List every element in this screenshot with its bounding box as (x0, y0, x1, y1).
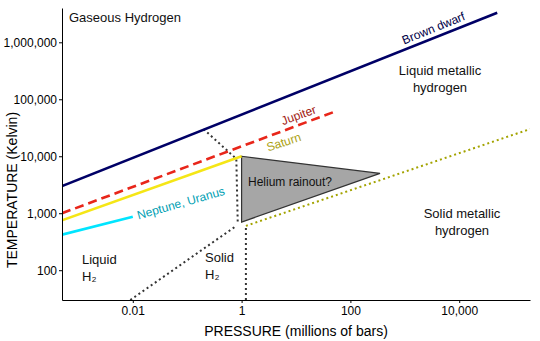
x-tick: 0.01 (122, 300, 146, 318)
x-tick-label: 10,000 (441, 304, 478, 318)
x-tick-label: 100 (341, 304, 361, 318)
y-tick: 100,000 (14, 93, 62, 107)
phase-boundary-line (204, 129, 238, 224)
series-label: Helium rainout? (248, 175, 332, 189)
y-tick-label: 100,000 (14, 93, 58, 107)
region-label: hydrogen (413, 80, 467, 95)
region-label: Solid (205, 250, 234, 265)
region-label: H₂ (205, 267, 219, 282)
region-label: Gaseous Hydrogen (69, 10, 181, 25)
annotations: Gaseous Hydrogen Liquid metallic hydrogen L… (69, 10, 501, 284)
region-label: Liquid (82, 252, 117, 267)
phase-boundary-line (245, 226, 247, 300)
x-tick: 100 (341, 300, 361, 318)
x-axis-line (63, 300, 531, 301)
series-label: Neptune, Uranus (135, 184, 226, 222)
phase-boundary-line (246, 129, 530, 226)
y-axis-line (62, 9, 63, 301)
y-axis-title: TEMPERATURE (Kelvin) (4, 112, 20, 268)
series-label: Brown dwarf (400, 9, 468, 47)
y-axis: 100 1,000 10,000 100,000 1,000,000 (4, 9, 63, 301)
region-label: H₂ (82, 269, 96, 284)
x-axis-title: PRESSURE (millions of bars) (204, 323, 388, 339)
x-tick: 10,000 (441, 300, 478, 318)
region-label: hydrogen (435, 223, 489, 238)
y-tick: 1,000 (27, 207, 62, 221)
y-tick-label: 1,000,000 (4, 36, 58, 50)
phase-boundary-line (130, 226, 236, 300)
y-tick-mark (59, 270, 62, 271)
y-tick: 100 (37, 264, 62, 278)
y-tick-mark (59, 42, 62, 43)
y-tick-mark (59, 99, 62, 100)
region-polygon (242, 156, 380, 222)
chart-container: 0.01 1 100 10,000 100 1,000 10,000 100,000 1,000… (0, 0, 540, 341)
series-line (62, 13, 497, 186)
series-line (62, 217, 133, 235)
y-tick: 10,000 (20, 150, 62, 164)
x-tick-label: 0.01 (122, 304, 146, 318)
x-axis: 0.01 1 100 10,000 (63, 300, 531, 318)
region-label: Liquid metallic (399, 63, 482, 78)
x-tick: 1 (239, 300, 246, 318)
y-tick-mark (59, 156, 62, 157)
y-tick-mark (59, 213, 62, 214)
y-tick-label: 100 (37, 264, 57, 278)
plot-area (62, 13, 530, 300)
y-tick: 1,000,000 (4, 36, 62, 50)
x-tick-label: 1 (239, 304, 246, 318)
series-label: Jupiter (279, 103, 318, 128)
y-tick-label: 1,000 (27, 207, 57, 221)
series-labels: Helium rainout? Brown dwarf JupiterSaturn N… (135, 9, 467, 222)
y-tick-label: 10,000 (20, 150, 57, 164)
region-label: Solid metallic (424, 206, 501, 221)
chart-svg: 0.01 1 100 10,000 100 1,000 10,000 100,000 1,000… (0, 0, 540, 341)
series-label: Saturn (265, 130, 303, 154)
